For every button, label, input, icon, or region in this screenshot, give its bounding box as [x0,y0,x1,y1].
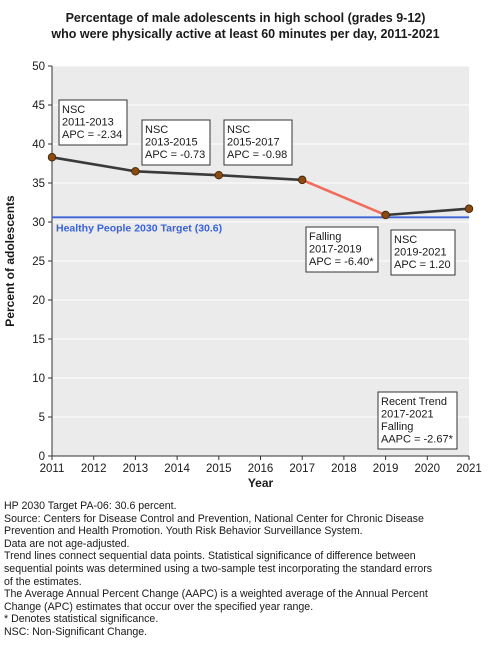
y-tick-label: 35 [32,178,45,190]
x-tick-label: 2020 [415,463,441,475]
note-line: HP 2030 Target PA-06: 30.6 percent. [4,500,177,512]
annotation-box-border [377,391,458,450]
y-tick-label: 45 [32,100,45,112]
note-line: Trend lines connect sequential data poin… [4,550,416,563]
annotation-box-border [390,229,456,276]
chart-title: Percentage of male adolescents in high s… [0,10,491,42]
note-line: sequential points was determined using a… [4,562,433,575]
annotation-box-border [141,119,211,166]
data-point [214,170,223,180]
y-axis-title: Percent of adolescents [3,195,17,327]
y-tick-label: 25 [32,256,45,268]
y-tick-label: 20 [32,295,45,307]
chart-title-line-2: who were physically active at least 60 m… [51,27,440,41]
x-tick-label: 2018 [331,463,357,475]
chart-title-line-1: Percentage of male adolescents in high s… [65,11,426,25]
x-tick-label: 2017 [289,463,315,475]
y-tick-label: 10 [32,373,45,385]
annotation-text: APC = 1.20 [394,259,451,271]
annotation-text: 2011-2013 [62,117,114,129]
x-tick-label: 2013 [123,463,149,475]
y-tick-label: 30 [32,217,45,229]
chart-notes: HP 2030 Target PA-06: 30.6 percent. Sour… [4,500,489,639]
x-tick-label: 2015 [206,463,232,475]
annotation-text: Falling [309,231,341,243]
annotation-text: APC = -0.73 [145,149,205,161]
annotation-text: AAPC = -2.67* [381,434,454,446]
annotation-box-border [305,226,379,273]
note-line: * Denotes statistical significance. [4,613,159,626]
annotation-text: NSC [145,124,168,136]
annotation-text: 2017-2021 [381,409,434,421]
x-tick-label: 2011 [40,463,65,475]
note-line: NSC: Non-Significant Change. [4,625,148,638]
series-line-segment [51,156,303,182]
note-line: Data are not age-adjusted. [4,537,130,550]
y-tick-label: 15 [32,334,45,346]
annotation-text: NSC [227,124,250,136]
series-line-segment [385,207,470,217]
y-tick-label: 40 [32,139,45,151]
annotation-text: 2019-2021 [394,247,447,259]
y-tick-label: 50 [32,61,45,73]
series-line-segment [301,178,387,217]
annotation-text: Falling [381,421,413,433]
annotation-text: APC = -0.98 [227,149,287,161]
annotation-box-border [58,99,128,146]
x-tick-label: 2014 [164,463,190,475]
data-point [47,153,57,162]
annotation-text: 2013-2015 [145,137,198,149]
annotation-text: APC = -6.40* [309,256,374,268]
data-point [131,167,140,176]
x-tick-label: 2012 [81,463,107,475]
note-line: Prevention and Health Promotion. Youth R… [4,525,363,538]
annotation-text: NSC [62,104,85,116]
note-line: The Average Annual Percent Change (AAPC)… [4,588,428,601]
note-line: of the estimates. [4,575,82,588]
annotation-box-border [223,119,293,166]
annotation-text: Recent Trend [381,396,447,408]
x-axis-title: Year [248,476,274,490]
line-chart: 0 5 10 15 20 25 30 35 40 45 50 2011 2012 2013 2014 2015… [3,61,482,490]
note-line: Change (APC) estimates that occur over t… [4,600,314,613]
x-tick-label: 2016 [248,463,274,475]
annotation-text: APC = -2.34 [62,129,122,141]
data-point [381,210,390,220]
x-tick-label: 2021 [456,463,482,475]
data-point [464,204,474,213]
annotation-text: NSC [394,234,417,246]
data-point [298,175,307,185]
x-tick-label: 2019 [373,463,399,475]
y-tick-label: 0 [39,451,45,463]
y-tick-label: 5 [39,412,45,424]
annotation-text: 2017-2019 [309,244,362,256]
annotation-text: 2015-2017 [227,137,280,149]
target-label: Healthy People 2030 Target (30.6) [56,222,222,234]
note-line: Source: Centers for Disease Control and … [4,512,424,525]
